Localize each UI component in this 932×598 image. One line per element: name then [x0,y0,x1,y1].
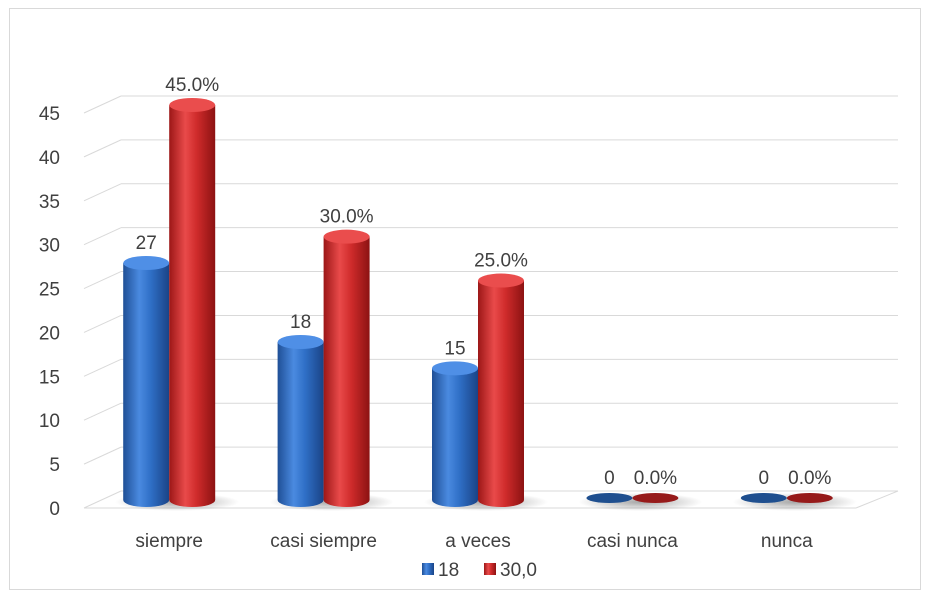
y-tick-label: 35 [39,192,60,213]
gridline-side [83,490,122,509]
legend-label-series-2: 30,0 [500,560,537,581]
y-axis: 0 5 10 15 20 25 30 35 40 45 [39,104,60,520]
bar-top [432,361,478,376]
bar-1-1 [277,335,324,507]
bar-1-0 [123,256,170,507]
bar-1-3 [586,493,633,503]
data-label: 15 [444,338,465,359]
data-label: 0 [759,468,770,489]
x-tick-label: siempre [135,531,203,552]
data-label: 0 [604,468,615,489]
bar-flat [632,493,679,503]
gridline-side [83,227,122,246]
legend-label-series-1: 18 [438,560,459,581]
gridline-side [83,358,122,377]
bar-2-3 [632,493,679,503]
bar-top [169,98,216,112]
legend: 18 30,0 [422,560,537,581]
bar-body [432,368,478,507]
bar-2-4 [786,493,833,503]
bar-flat [786,493,833,503]
x-axis: siempre casi siempre a veces casi nunca nunc… [135,531,813,552]
data-label: 25.0% [474,251,528,272]
bar-1-2 [432,361,478,507]
bar-2-2 [478,273,524,507]
bar-top [478,273,524,288]
gridline-side [83,446,122,465]
x-tick-label: a veces [445,531,510,552]
bar-body [169,105,216,507]
bar-body [323,236,370,507]
bar-body [478,280,524,507]
bar-top [277,335,324,349]
chart-frame [9,8,921,590]
y-tick-label: 5 [49,455,60,476]
bars [123,98,833,507]
bar-body [123,263,170,507]
y-tick-label: 0 [49,499,60,520]
data-label: 45.0% [165,75,219,96]
gridline-side [83,95,122,114]
gridline-side [83,402,122,421]
data-label: 27 [136,233,157,254]
bar-2-0 [169,98,216,507]
bar-top [323,229,370,244]
gridline-side [83,271,122,290]
gridline-side [83,139,122,158]
legend-swatch-series-1 [422,563,434,575]
data-label: 0.0% [788,468,831,489]
y-tick-label: 40 [39,148,60,169]
gridline-side [83,183,122,202]
x-tick-label: nunca [761,531,813,552]
data-label: 30.0% [320,207,374,228]
bar-1-4 [740,493,787,503]
data-labels: 27 45.0% 18 30.0% 15 25.0% 0 0.0% 0 0.0% [136,75,832,489]
y-tick-label: 30 [39,236,60,257]
y-tick-label: 10 [39,411,60,432]
legend-swatch-series-2 [484,563,496,575]
gridline-side [83,314,122,333]
y-tick-label: 25 [39,280,60,301]
data-label: 0.0% [634,468,677,489]
y-tick-label: 45 [39,104,60,125]
bar-flat [740,493,787,503]
bar-top [123,256,170,270]
bar-body [277,342,324,507]
x-tick-label: casi nunca [587,531,678,552]
bar-2-1 [323,229,370,507]
data-label: 18 [290,312,311,333]
bar-flat [586,493,633,503]
floor-edge-side [855,490,899,509]
x-tick-label: casi siempre [270,531,377,552]
y-tick-label: 15 [39,367,60,388]
y-tick-label: 20 [39,323,60,344]
